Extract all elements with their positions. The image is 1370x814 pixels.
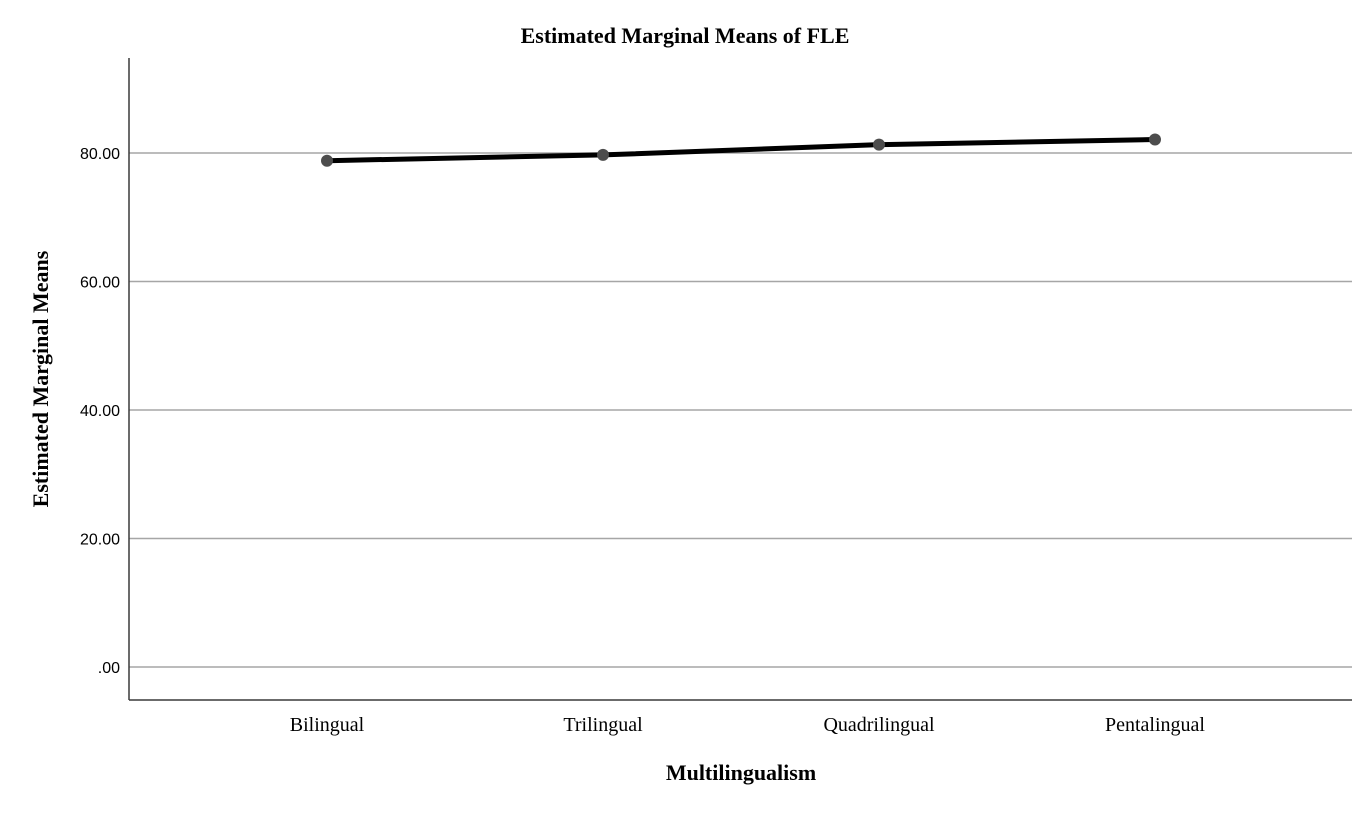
y-tick-label: 40.00 (80, 403, 120, 420)
y-axis-label: Estimated Marginal Means (28, 250, 53, 507)
data-point (597, 148, 609, 161)
x-tick-label: Trilingual (563, 714, 643, 736)
y-tick-label: 20.00 (80, 532, 120, 549)
data-point (873, 138, 885, 151)
x-tick-label: Quadrilingual (823, 714, 935, 736)
x-tick-label: Bilingual (290, 714, 365, 736)
chart-title: Estimated Marginal Means of FLE (521, 23, 850, 48)
series-line (324, 137, 1158, 164)
gridlines (129, 152, 1352, 668)
y-tick-label: .00 (98, 660, 120, 677)
series (321, 133, 1161, 167)
y-tick-label: 80.00 (80, 146, 120, 163)
x-axis-ticks: Bilingual Trilingual Quadrilingual Pentalin… (290, 714, 1206, 736)
x-axis-label: Multilingualism (666, 760, 816, 785)
data-point (321, 154, 333, 167)
y-axis-ticks: .00 20.00 40.00 60.00 80.00 (80, 146, 120, 677)
y-tick-label: 60.00 (80, 275, 120, 292)
x-tick-label: Pentalingual (1105, 714, 1205, 736)
data-point (1149, 133, 1161, 146)
